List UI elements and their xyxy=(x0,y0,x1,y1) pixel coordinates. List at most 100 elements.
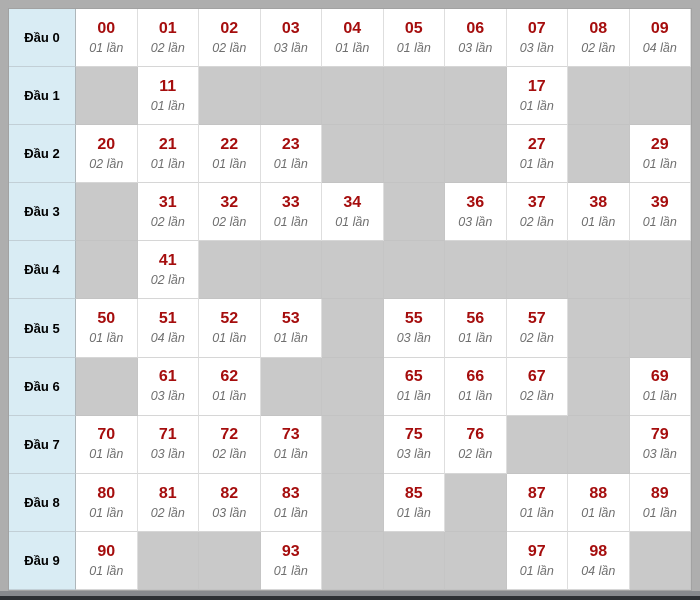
number-cell-97: 97 01 lần xyxy=(506,531,568,590)
cell-count: 02 lần xyxy=(150,215,185,230)
cell-number: 23 xyxy=(281,135,300,153)
empty-cell xyxy=(322,531,384,590)
cell-number: 93 xyxy=(281,542,300,560)
empty-cell xyxy=(322,67,384,126)
cell-number: 01 xyxy=(158,19,177,37)
number-cell-06: 06 03 lần xyxy=(445,9,507,68)
number-cell-50: 50 01 lần xyxy=(76,299,138,358)
cell-number: 85 xyxy=(404,484,423,502)
cell-count: 01 lần xyxy=(89,563,124,578)
cell-count: 03 lần xyxy=(642,447,677,462)
number-cell-37: 37 02 lần xyxy=(506,183,568,242)
cell-count: 01 lần xyxy=(212,389,247,404)
number-cell-88: 88 01 lần xyxy=(568,473,630,532)
cell-count: 01 lần xyxy=(89,40,124,55)
cell-count: 01 lần xyxy=(396,389,431,404)
cell-number: 31 xyxy=(158,194,177,212)
cell-number: 79 xyxy=(650,426,669,444)
cell-number: 02 xyxy=(220,19,239,37)
cell-number: 88 xyxy=(589,484,608,502)
row-label-dau-8: Đầu 8 xyxy=(9,473,76,532)
number-cell-51: 51 04 lần xyxy=(137,299,199,358)
empty-cell xyxy=(76,67,138,126)
number-cell-34: 34 01 lần xyxy=(322,183,384,242)
cell-number: 22 xyxy=(220,135,239,153)
row-label-dau-7: Đầu 7 xyxy=(9,415,76,474)
number-cell-83: 83 01 lần xyxy=(260,473,322,532)
cell-number: 73 xyxy=(281,426,300,444)
cell-number: 17 xyxy=(527,77,546,95)
empty-cell xyxy=(260,241,322,300)
cell-count: 04 lần xyxy=(581,563,616,578)
cell-count: 01 lần xyxy=(642,215,677,230)
empty-cell xyxy=(322,415,384,474)
number-cell-21: 21 01 lần xyxy=(137,125,199,184)
cell-count: 02 lần xyxy=(519,331,554,346)
number-cell-65: 65 01 lần xyxy=(383,357,445,416)
cell-count: 01 lần xyxy=(458,331,493,346)
cell-number: 76 xyxy=(466,426,485,444)
cell-count: 04 lần xyxy=(150,331,185,346)
empty-cell xyxy=(506,415,568,474)
number-cell-00: 00 01 lần xyxy=(76,9,138,68)
number-cell-03: 03 03 lần xyxy=(260,9,322,68)
empty-cell xyxy=(322,125,384,184)
row-label-dau-3: Đầu 3 xyxy=(9,183,76,242)
cell-count: 01 lần xyxy=(519,505,554,520)
empty-cell xyxy=(199,241,261,300)
empty-cell xyxy=(383,183,445,242)
cell-number: 32 xyxy=(220,194,239,212)
number-cell-53: 53 01 lần xyxy=(260,299,322,358)
empty-cell xyxy=(260,67,322,126)
cell-number: 11 xyxy=(159,77,177,95)
footer-strip xyxy=(0,591,700,600)
number-cell-52: 52 01 lần xyxy=(199,299,261,358)
cell-number: 20 xyxy=(97,135,116,153)
number-cell-38: 38 01 lần xyxy=(568,183,630,242)
cell-number: 67 xyxy=(527,368,546,386)
cell-number: 21 xyxy=(158,135,177,153)
number-cell-61: 61 03 lần xyxy=(137,357,199,416)
cell-count: 03 lần xyxy=(212,505,247,520)
cell-number: 52 xyxy=(220,310,239,328)
cell-count: 04 lần xyxy=(642,40,677,55)
empty-cell xyxy=(260,357,322,416)
empty-cell xyxy=(445,67,507,126)
number-cell-79: 79 03 lần xyxy=(629,415,691,474)
number-cell-20: 20 02 lần xyxy=(76,125,138,184)
number-cell-82: 82 03 lần xyxy=(199,473,261,532)
row-label-dau-9: Đầu 9 xyxy=(9,531,76,590)
cell-number: 29 xyxy=(650,135,669,153)
empty-cell xyxy=(445,241,507,300)
cell-count: 02 lần xyxy=(519,389,554,404)
row-label-dau-4: Đầu 4 xyxy=(9,241,76,300)
empty-cell xyxy=(568,125,630,184)
cell-number: 33 xyxy=(281,194,300,212)
cell-number: 66 xyxy=(466,368,485,386)
number-cell-11: 11 01 lần xyxy=(137,67,199,126)
cell-number: 65 xyxy=(404,368,423,386)
cell-number: 08 xyxy=(589,19,608,37)
number-cell-73: 73 01 lần xyxy=(260,415,322,474)
number-cell-22: 22 01 lần xyxy=(199,125,261,184)
cell-count: 01 lần xyxy=(150,98,185,113)
cell-number: 72 xyxy=(220,426,239,444)
cell-count: 01 lần xyxy=(212,331,247,346)
number-cell-33: 33 01 lần xyxy=(260,183,322,242)
number-cell-17: 17 01 lần xyxy=(506,67,568,126)
cell-count: 01 lần xyxy=(642,156,677,171)
empty-cell xyxy=(445,531,507,590)
cell-count: 01 lần xyxy=(335,40,370,55)
cell-number: 82 xyxy=(220,484,239,502)
number-cell-89: 89 01 lần xyxy=(629,473,691,532)
empty-cell xyxy=(568,67,630,126)
cell-number: 38 xyxy=(589,194,608,212)
number-cell-71: 71 03 lần xyxy=(137,415,199,474)
cell-count: 01 lần xyxy=(273,331,308,346)
number-cell-41: 41 02 lần xyxy=(137,241,199,300)
empty-cell xyxy=(76,183,138,242)
cell-number: 56 xyxy=(466,310,485,328)
number-cell-05: 05 01 lần xyxy=(383,9,445,68)
empty-cell xyxy=(199,531,261,590)
cell-number: 09 xyxy=(650,19,669,37)
